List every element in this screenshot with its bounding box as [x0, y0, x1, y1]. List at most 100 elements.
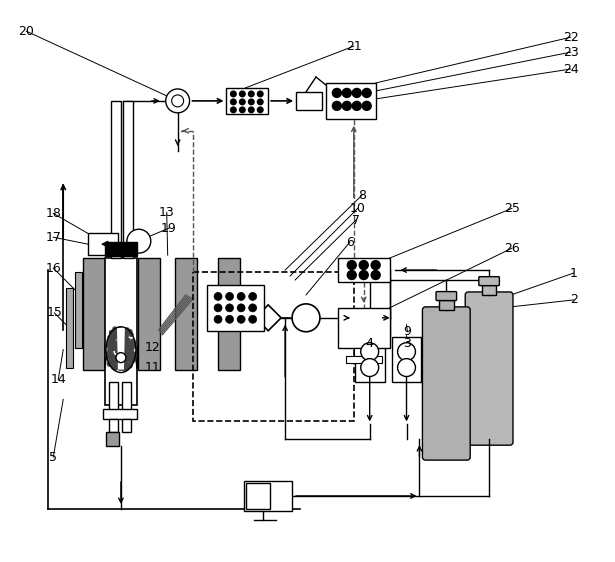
Circle shape — [371, 270, 380, 279]
Circle shape — [124, 359, 128, 362]
Circle shape — [109, 352, 114, 356]
Circle shape — [258, 99, 263, 105]
Circle shape — [397, 359, 416, 377]
Circle shape — [110, 362, 113, 365]
Circle shape — [123, 353, 127, 357]
Circle shape — [106, 351, 111, 355]
Circle shape — [127, 351, 133, 357]
Circle shape — [119, 329, 124, 334]
Circle shape — [117, 353, 122, 359]
Circle shape — [107, 343, 111, 347]
Circle shape — [108, 354, 111, 358]
Circle shape — [124, 366, 127, 369]
Circle shape — [119, 361, 124, 365]
Circle shape — [239, 99, 245, 105]
Circle shape — [125, 368, 129, 371]
Bar — [123, 101, 133, 258]
Bar — [105, 258, 137, 405]
Bar — [105, 242, 137, 256]
Circle shape — [110, 363, 114, 368]
Text: 4: 4 — [366, 337, 374, 350]
Text: 9: 9 — [403, 325, 411, 338]
Text: 21: 21 — [346, 40, 362, 53]
Circle shape — [113, 359, 116, 363]
Circle shape — [108, 349, 113, 355]
Circle shape — [124, 346, 130, 352]
Circle shape — [114, 359, 120, 365]
Circle shape — [116, 332, 121, 337]
Circle shape — [132, 342, 137, 348]
Circle shape — [109, 362, 114, 367]
Circle shape — [121, 365, 127, 371]
Circle shape — [114, 366, 118, 370]
Circle shape — [117, 350, 123, 355]
Bar — [122, 382, 131, 413]
Circle shape — [109, 346, 113, 350]
Circle shape — [113, 361, 117, 366]
Circle shape — [119, 343, 125, 348]
Circle shape — [124, 342, 130, 347]
Circle shape — [121, 328, 125, 333]
Circle shape — [124, 345, 127, 348]
Circle shape — [121, 343, 124, 346]
Circle shape — [133, 345, 137, 348]
Circle shape — [116, 348, 122, 354]
Circle shape — [126, 351, 132, 357]
Circle shape — [107, 350, 113, 355]
Circle shape — [122, 350, 127, 355]
Circle shape — [113, 345, 117, 349]
Circle shape — [359, 270, 368, 279]
Circle shape — [117, 339, 120, 343]
Text: 6: 6 — [346, 235, 354, 249]
Text: 25: 25 — [504, 202, 520, 215]
Circle shape — [108, 335, 112, 339]
Circle shape — [343, 101, 351, 110]
Circle shape — [172, 95, 184, 107]
Circle shape — [113, 342, 116, 345]
Circle shape — [119, 342, 124, 347]
Circle shape — [117, 339, 122, 343]
Circle shape — [124, 350, 129, 353]
Circle shape — [214, 315, 222, 323]
Circle shape — [111, 351, 114, 354]
Circle shape — [132, 356, 135, 360]
Circle shape — [226, 292, 234, 301]
Text: 14: 14 — [50, 373, 66, 386]
Circle shape — [108, 362, 111, 365]
Circle shape — [113, 341, 119, 346]
Bar — [138, 258, 160, 370]
Bar — [226, 88, 268, 114]
Circle shape — [214, 292, 222, 301]
Bar — [75, 272, 82, 348]
Bar — [326, 83, 376, 119]
Circle shape — [122, 328, 125, 330]
Circle shape — [117, 365, 122, 370]
Bar — [439, 300, 454, 310]
Bar — [338, 258, 389, 282]
Circle shape — [258, 91, 263, 97]
Circle shape — [109, 339, 114, 344]
Text: 16: 16 — [46, 261, 61, 275]
Circle shape — [239, 91, 245, 97]
Circle shape — [124, 351, 130, 357]
Circle shape — [108, 337, 113, 341]
Circle shape — [112, 355, 115, 358]
Circle shape — [127, 352, 133, 358]
Circle shape — [122, 343, 127, 348]
Circle shape — [114, 361, 117, 365]
Bar — [218, 258, 240, 370]
Circle shape — [124, 362, 129, 367]
Circle shape — [120, 328, 124, 332]
Circle shape — [248, 107, 254, 112]
Circle shape — [117, 347, 122, 352]
Circle shape — [125, 337, 128, 339]
Circle shape — [130, 357, 136, 362]
Circle shape — [119, 330, 124, 336]
Text: 2: 2 — [569, 293, 577, 306]
Circle shape — [116, 353, 120, 358]
Circle shape — [117, 330, 122, 334]
Circle shape — [114, 347, 120, 352]
Circle shape — [110, 339, 116, 345]
Circle shape — [117, 346, 123, 351]
Bar — [175, 258, 197, 370]
